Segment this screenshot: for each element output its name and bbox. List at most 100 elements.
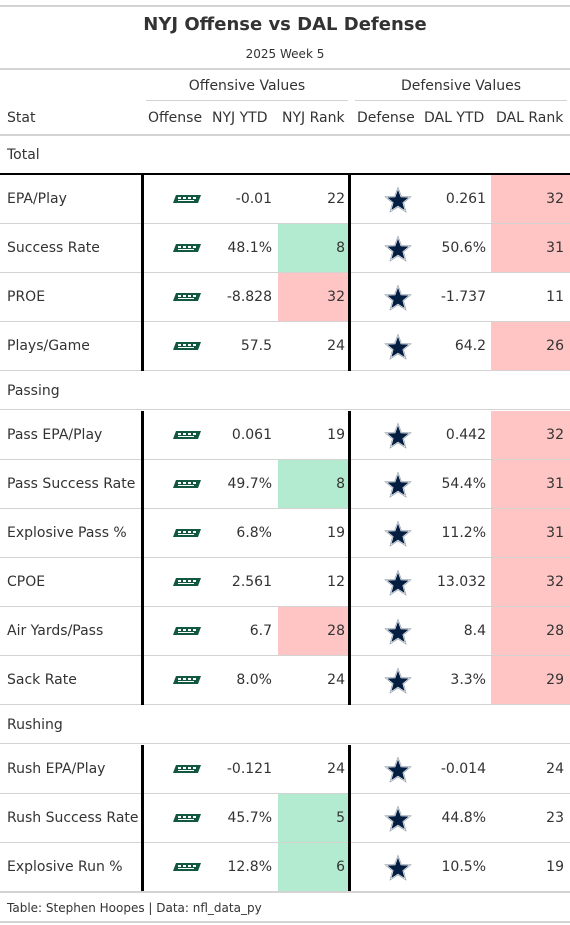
table-row: Sack Rate 8.0% 24 3.3% 29	[0, 656, 570, 705]
jets-logo-icon	[173, 293, 201, 301]
nyj-rank-value: 8	[278, 224, 348, 272]
jets-logo-icon	[173, 814, 201, 822]
dal-ytd-value: 10.5%	[441, 859, 486, 875]
cowboys-star-icon	[384, 333, 412, 360]
cowboys-star-icon	[384, 520, 412, 547]
cowboys-star-icon	[384, 422, 412, 449]
row-group-rule	[0, 743, 570, 744]
dal-rank-value: 11	[546, 289, 564, 305]
table-row: Success Rate 48.1% 8 50.6% 31	[0, 224, 570, 273]
column-header-offense: Offense	[148, 110, 203, 126]
cowboys-star-icon	[384, 235, 412, 262]
nyj-ytd-value: 0.061	[231, 427, 272, 443]
table-row: CPOE 2.561 12 13.032 32	[0, 558, 570, 607]
dal-ytd-value: 54.4%	[441, 476, 486, 492]
offense-column-divider	[141, 745, 144, 892]
row-group-rule	[0, 409, 570, 410]
offense-column-divider	[141, 175, 144, 371]
row-group-label: Rushing	[7, 717, 63, 733]
spanner-offensive-rule	[146, 100, 348, 101]
dal-rank-value: 32	[491, 558, 570, 606]
column-header-nyj-ytd: NYJ YTD	[212, 110, 268, 126]
nyj-rank-value: 5	[278, 794, 348, 842]
cowboys-star-icon	[384, 284, 412, 311]
nyj-rank-value: 6	[278, 843, 348, 891]
spanner-offensive-values: Offensive Values	[188, 78, 306, 94]
stat-label: Explosive Pass %	[7, 525, 127, 541]
nyj-ytd-value: 57.5	[240, 338, 272, 354]
nyj-rank-value: 24	[327, 761, 345, 777]
defense-column-divider	[348, 745, 351, 892]
table-bottom-rule	[0, 921, 570, 923]
table-row: Pass EPA/Play 0.061 19 0.442 32	[0, 411, 570, 460]
dal-ytd-value: 8.4	[463, 623, 486, 639]
nyj-ytd-value: 6.8%	[236, 525, 272, 541]
table-top-rule	[0, 5, 570, 7]
table-row: Explosive Run % 12.8% 6 10.5% 19	[0, 843, 570, 892]
column-header-nyj-rank: NYJ Rank	[282, 110, 345, 126]
dal-ytd-value: 0.442	[445, 427, 486, 443]
spanner-defensive-values: Defensive Values	[400, 78, 522, 94]
table-title: NYJ Offense vs DAL Defense	[143, 14, 427, 35]
dal-ytd-value: 50.6%	[441, 240, 486, 256]
nyj-rank-value: 12	[327, 574, 345, 590]
jets-logo-icon	[173, 676, 201, 684]
nyj-ytd-value: 45.7%	[227, 810, 272, 826]
table-row: Plays/Game 57.5 24 64.2 26	[0, 322, 570, 371]
column-header-defense: Defense	[357, 110, 415, 126]
stat-label: Rush EPA/Play	[7, 761, 106, 777]
cowboys-star-icon	[384, 805, 412, 832]
row-group-label: Passing	[7, 383, 60, 399]
row-group-rule	[0, 173, 570, 175]
offense-column-divider	[141, 411, 144, 705]
stat-label: CPOE	[7, 574, 46, 590]
dal-ytd-value: 64.2	[454, 338, 486, 354]
column-header-dal-ytd: DAL YTD	[424, 110, 485, 126]
table-row: Rush EPA/Play -0.121 24 -0.014 24	[0, 745, 570, 794]
defense-column-divider	[348, 175, 351, 371]
table-row: PROE -8.828 32 -1.737 11	[0, 273, 570, 322]
jets-logo-icon	[173, 480, 201, 488]
cowboys-star-icon	[384, 186, 412, 213]
cowboys-star-icon	[384, 756, 412, 783]
nyj-ytd-value: -0.121	[226, 761, 272, 777]
dal-ytd-value: 0.261	[445, 191, 486, 207]
stat-label: Pass EPA/Play	[7, 427, 103, 443]
nyj-rank-value: 19	[327, 525, 345, 541]
dal-ytd-value: -1.737	[440, 289, 486, 305]
cowboys-star-icon	[384, 854, 412, 881]
nyj-rank-value: 24	[327, 338, 345, 354]
dal-rank-value: 26	[491, 322, 570, 370]
column-header-rule	[0, 134, 570, 136]
nyj-ytd-value: 48.1%	[227, 240, 272, 256]
dal-rank-value: 32	[491, 175, 570, 223]
dal-ytd-value: 3.3%	[450, 672, 486, 688]
table-source-note: Table: Stephen Hoopes | Data: nfl_data_p…	[7, 901, 262, 915]
table-body-bottom-rule	[0, 891, 570, 893]
nyj-ytd-value: 49.7%	[227, 476, 272, 492]
jets-logo-icon	[173, 431, 201, 439]
nyj-rank-value: 24	[327, 672, 345, 688]
jets-logo-icon	[173, 244, 201, 252]
defense-column-divider	[348, 411, 351, 705]
cowboys-star-icon	[384, 569, 412, 596]
nyj-rank-value: 8	[278, 460, 348, 508]
nyj-ytd-value: 6.7	[249, 623, 272, 639]
nyj-ytd-value: -0.01	[235, 191, 272, 207]
header-rule	[0, 68, 570, 70]
dal-ytd-value: -0.014	[440, 761, 486, 777]
jets-logo-icon	[173, 195, 201, 203]
jets-logo-icon	[173, 529, 201, 537]
dal-rank-value: 32	[491, 411, 570, 459]
jets-logo-icon	[173, 342, 201, 350]
stat-label: Sack Rate	[7, 672, 77, 688]
dal-rank-value: 19	[546, 859, 564, 875]
stat-label: Rush Success Rate	[7, 810, 139, 826]
nyj-rank-value: 28	[278, 607, 348, 655]
nyj-rank-value: 19	[327, 427, 345, 443]
jets-logo-icon	[173, 863, 201, 871]
dal-rank-value: 31	[491, 224, 570, 272]
stat-label: Pass Success Rate	[7, 476, 136, 492]
nyj-ytd-value: 8.0%	[236, 672, 272, 688]
row-group-label: Total	[7, 147, 40, 163]
